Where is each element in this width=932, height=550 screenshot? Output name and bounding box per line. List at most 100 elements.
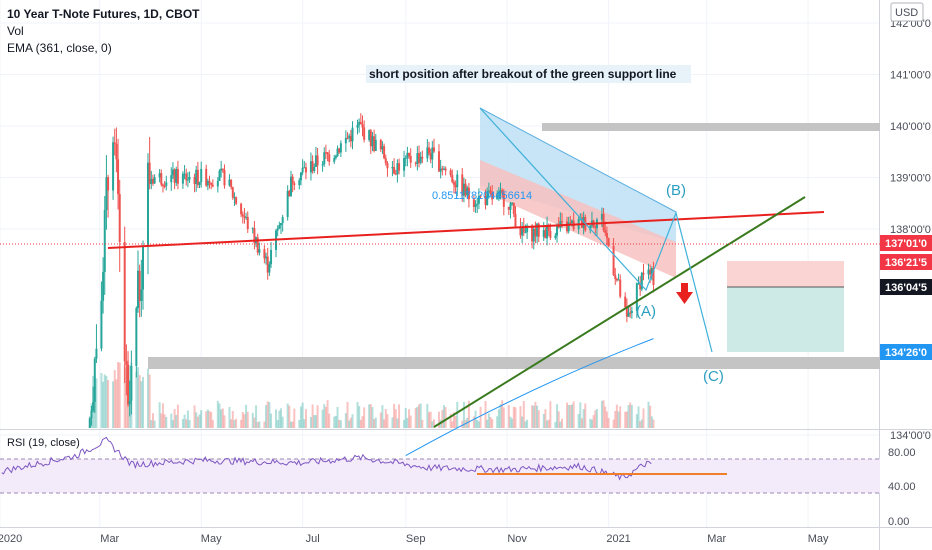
volume-bar [652, 419, 655, 428]
candle-body [216, 181, 219, 187]
volume-bar [619, 406, 622, 428]
ema-legend[interactable]: EMA (361, close, 0) [7, 41, 112, 55]
candle-body [624, 296, 627, 308]
candle-body [160, 173, 163, 185]
wave-a-label[interactable]: (A) [636, 303, 656, 320]
volume-bar [280, 408, 283, 428]
volume-bar [349, 417, 352, 428]
wave-b-label[interactable]: (B) [666, 182, 686, 199]
time-axis[interactable]: 2020 Mar May Jul Sep Nov 2021 Mar May [0, 533, 829, 545]
volume-bar [647, 401, 650, 428]
stop-loss-box[interactable] [727, 261, 844, 287]
rsi-tick-label: 80.00 [888, 447, 916, 459]
volume-bar [205, 411, 208, 428]
candle-body [594, 226, 597, 229]
candle-body [176, 169, 179, 184]
candle-body [619, 279, 622, 297]
volume-bar [414, 407, 417, 428]
candle-body [486, 191, 489, 206]
upper-channel[interactable] [480, 108, 676, 243]
wave-c-label[interactable]: (C) [703, 368, 724, 385]
candle-body [571, 220, 573, 224]
candle-body [206, 180, 209, 186]
candle-body [491, 192, 494, 200]
volume-bar [592, 415, 595, 428]
volume-legend[interactable]: Vol [7, 24, 24, 38]
candle-body [151, 178, 154, 184]
resistance-zone[interactable] [542, 123, 880, 131]
volume-bar [383, 419, 386, 428]
volume-bar [429, 411, 432, 428]
price-tag [880, 235, 932, 251]
note-text[interactable]: short position after breakout of the gre… [369, 67, 677, 81]
volume-bar [491, 418, 494, 428]
candle-body [519, 226, 522, 236]
elliott-wave-path[interactable] [479, 107, 713, 353]
lower-channel[interactable] [480, 160, 676, 278]
candle-body [100, 300, 103, 349]
volume-bar [605, 411, 608, 428]
candle-body [299, 172, 302, 181]
time-tick-label: Mar [100, 533, 119, 545]
candle-body [416, 153, 419, 164]
candle-body [251, 228, 254, 230]
take-profit-box[interactable] [727, 287, 844, 352]
candle-body [198, 182, 201, 185]
candle-body [464, 183, 467, 196]
volume-bar [196, 416, 199, 428]
candle-body [280, 223, 283, 226]
currency-box[interactable] [890, 2, 924, 22]
candle-body [195, 169, 198, 184]
volume-bar [612, 419, 615, 428]
candle-body [521, 226, 524, 236]
volume-bar [409, 415, 412, 428]
volume-bar [604, 406, 607, 428]
candle-body [231, 187, 234, 198]
volume-bar [639, 421, 642, 428]
candle-body [304, 167, 307, 173]
price-tick-label: 138'00'0 [890, 224, 931, 236]
volume-bar [650, 416, 653, 428]
candle-body [512, 202, 515, 214]
green-support-line[interactable] [433, 196, 806, 428]
symbol-title[interactable]: 10 Year T-Note Futures, 1D, CBOT [7, 7, 200, 21]
red-trendline[interactable] [107, 211, 825, 249]
candle-body [421, 156, 424, 159]
candle-body [639, 283, 642, 290]
volume-bar [441, 410, 444, 428]
volume-bar [454, 415, 457, 428]
candle-body [549, 230, 552, 238]
volume-bar [526, 419, 529, 428]
volume-bar [421, 419, 424, 428]
volume-bar [627, 405, 630, 428]
candle-body [542, 230, 545, 237]
candle-body [391, 166, 394, 169]
volume-bar [369, 404, 372, 428]
candle-body [418, 153, 421, 163]
price-tag-label: 136'04'5 [885, 282, 927, 294]
candle-body [615, 278, 618, 281]
volume-bar [559, 421, 562, 428]
volume-bar [288, 405, 291, 428]
candle-body [137, 270, 140, 308]
candle-body [456, 174, 459, 188]
volume-bar [256, 421, 259, 428]
support-zone[interactable] [148, 357, 880, 369]
price-tick-label: 140'00'0 [890, 121, 931, 133]
volume-bar [561, 418, 564, 428]
price-axis[interactable]: 142'00'0141'00'0140'00'0139'00'0138'00'0… [890, 18, 931, 442]
volume-bar [151, 413, 154, 428]
candle-body [514, 213, 517, 227]
volume-bar [479, 406, 482, 428]
volume-bar [326, 400, 329, 428]
rsi-axis[interactable]: 80.00 40.00 0.00 [888, 447, 916, 528]
volume-bar [496, 416, 499, 428]
volume-bar [418, 404, 421, 428]
volume-bar [275, 409, 278, 428]
volume-bar [557, 411, 560, 428]
candle-body [589, 225, 592, 231]
rsi-legend[interactable]: RSI (19, close) [7, 437, 80, 449]
volume-bar [176, 404, 179, 428]
volume-bar [537, 410, 540, 428]
